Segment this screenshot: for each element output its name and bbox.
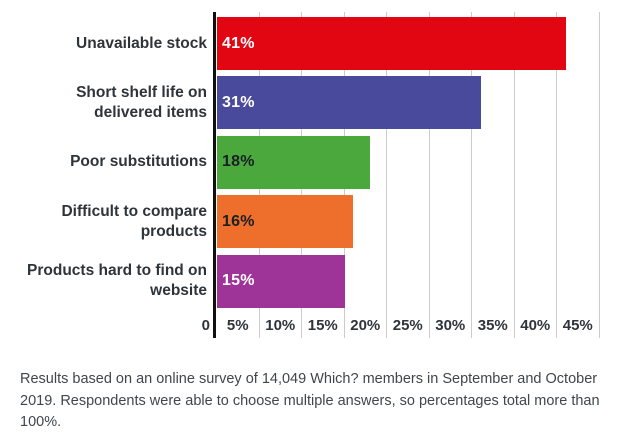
footnote-text: Results based on an online survey of 14,… xyxy=(20,371,600,430)
gridline xyxy=(386,12,387,338)
bar: 16% xyxy=(217,195,353,249)
gridline xyxy=(471,12,472,338)
y-axis-line xyxy=(213,12,216,338)
bar: 31% xyxy=(217,76,481,130)
bar-value-label: 18% xyxy=(222,153,255,171)
category-label: Unavailable stock xyxy=(76,34,207,52)
bar-value-label: 31% xyxy=(222,93,255,111)
bar: 15% xyxy=(217,254,345,308)
gridline xyxy=(598,12,600,338)
x-tick-label: 25% xyxy=(392,317,423,334)
bar-value-label: 41% xyxy=(222,34,255,52)
x-tick-label: 20% xyxy=(350,317,381,334)
bar-value-label: 15% xyxy=(222,272,255,290)
x-tick-label: 5% xyxy=(226,317,249,334)
category-label: Short shelf life on delivered items xyxy=(76,83,207,121)
x-tick-label: 30% xyxy=(435,317,466,334)
bar: 18% xyxy=(217,135,370,189)
category-label: Difficult to compare products xyxy=(61,202,207,240)
category-label: Products hard to find on website xyxy=(27,262,207,300)
x-tick-label: 45% xyxy=(562,317,593,334)
gridline xyxy=(513,12,515,338)
category-label: Poor substitutions xyxy=(70,153,207,171)
x-tick-label-zero: 0 xyxy=(201,317,210,334)
bar-chart: 41% Unavailable stock 31% Short shelf life … xyxy=(27,12,600,338)
gridline xyxy=(556,12,557,338)
x-tick-label: 40% xyxy=(520,317,551,334)
x-tick-label: 15% xyxy=(307,317,338,334)
bar-value-label: 16% xyxy=(222,212,255,230)
bar: 41% xyxy=(217,17,566,70)
x-tick-label: 10% xyxy=(265,317,296,334)
x-tick-label: 35% xyxy=(477,317,508,334)
gridline xyxy=(428,12,430,338)
